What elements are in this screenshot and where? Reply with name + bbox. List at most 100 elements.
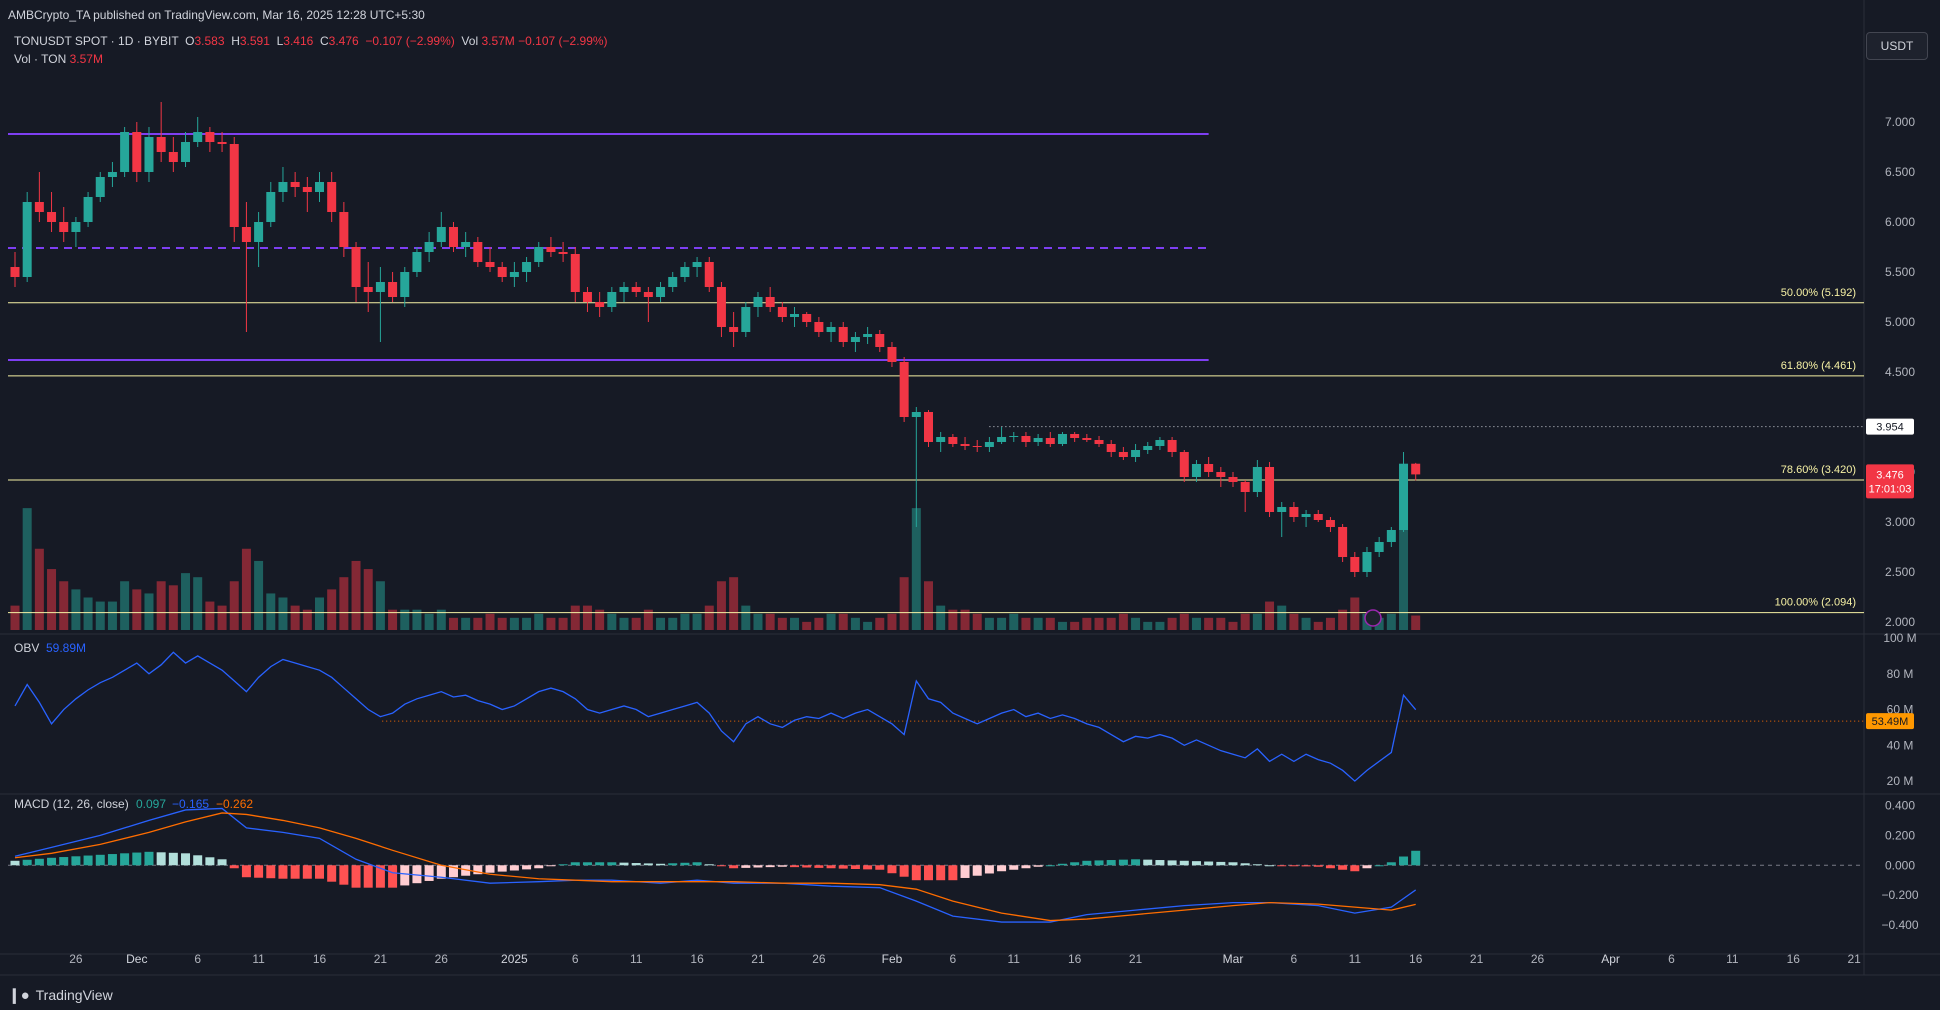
candle-body bbox=[302, 187, 312, 192]
x-axis-label: 21 bbox=[1470, 952, 1484, 966]
volume-bar bbox=[1094, 617, 1104, 630]
macd-histogram-bar bbox=[254, 865, 264, 878]
volume-bar bbox=[1045, 617, 1055, 630]
x-axis-label: 2025 bbox=[501, 952, 528, 966]
candle-body bbox=[704, 262, 714, 287]
x-axis-label: 6 bbox=[1291, 952, 1298, 966]
price-axis-label: 3.000 bbox=[1885, 515, 1915, 529]
candle-body bbox=[1240, 482, 1250, 492]
macd-histogram-bar bbox=[1118, 859, 1128, 866]
volume-bar bbox=[120, 581, 130, 630]
macd-histogram-bar bbox=[1277, 865, 1287, 867]
candle-body bbox=[1082, 438, 1092, 440]
candle-body bbox=[643, 292, 653, 297]
symbol-name: TONUSDT SPOT · 1D · BYBIT bbox=[14, 34, 179, 48]
level-price-tag: 3.954 bbox=[1876, 422, 1904, 434]
candle-body bbox=[34, 202, 44, 212]
macd-histogram-bar bbox=[619, 862, 629, 866]
macd-histogram-bar bbox=[339, 865, 349, 885]
candle-body bbox=[595, 302, 605, 307]
volume-bar bbox=[680, 613, 690, 630]
x-axis-label: 11 bbox=[252, 952, 265, 966]
vol-ton-value: 3.57M bbox=[69, 52, 103, 66]
volume-bar bbox=[1021, 617, 1031, 630]
volume-bar bbox=[692, 613, 702, 630]
currency-button[interactable]: USDT bbox=[1866, 32, 1928, 60]
candle-body bbox=[558, 252, 568, 254]
candle-body bbox=[71, 222, 81, 232]
candle-body bbox=[47, 212, 57, 222]
x-axis-label: 21 bbox=[751, 952, 765, 966]
volume-bar bbox=[485, 613, 495, 630]
macd-histogram-bar bbox=[814, 865, 824, 868]
macd-histogram-bar bbox=[704, 864, 714, 866]
candle-body bbox=[22, 202, 32, 277]
macd-histogram-bar bbox=[911, 865, 921, 881]
volume-bar bbox=[1179, 613, 1189, 630]
macd-histogram-bar bbox=[1204, 861, 1214, 866]
candle-body bbox=[254, 222, 264, 242]
candle-body bbox=[1106, 444, 1116, 452]
volume-bar bbox=[546, 617, 556, 630]
macd-histogram-bar bbox=[838, 865, 848, 869]
candle-body bbox=[1301, 514, 1311, 517]
macd-histogram-bar bbox=[1155, 860, 1165, 866]
candle-body bbox=[1374, 542, 1384, 552]
x-axis-label: Mar bbox=[1223, 952, 1244, 966]
candle-body bbox=[107, 172, 117, 177]
candle-body bbox=[1118, 452, 1128, 457]
x-axis-label: 26 bbox=[69, 952, 83, 966]
macd-histogram-bar bbox=[1045, 865, 1055, 867]
volume-bar bbox=[509, 617, 519, 630]
macd-histogram-bar bbox=[400, 865, 410, 886]
candle-body bbox=[814, 322, 824, 332]
macd-histogram-bar bbox=[570, 862, 580, 866]
volume-bar bbox=[1191, 617, 1201, 630]
macd-legend-hist: 0.097 bbox=[136, 797, 166, 811]
candle-body bbox=[156, 137, 166, 152]
candle-body bbox=[339, 212, 349, 247]
macd-histogram-bar bbox=[266, 865, 276, 879]
macd-histogram-bar bbox=[1070, 862, 1080, 866]
volume-bar bbox=[631, 617, 641, 630]
macd-histogram-bar bbox=[448, 865, 458, 878]
x-axis-label: 6 bbox=[1668, 952, 1675, 966]
volume-bar bbox=[83, 597, 93, 630]
macd-histogram-bar bbox=[144, 851, 154, 866]
macd-histogram-bar bbox=[1362, 865, 1372, 869]
candle-body bbox=[984, 442, 994, 447]
x-axis-label: 16 bbox=[1409, 952, 1423, 966]
candle-body bbox=[327, 182, 337, 212]
volume-bar bbox=[22, 508, 32, 630]
candle-body bbox=[1216, 472, 1226, 477]
candle-body bbox=[1057, 434, 1067, 444]
candle-body bbox=[875, 334, 885, 347]
macd-histogram-bar bbox=[558, 864, 568, 866]
macd-histogram-bar bbox=[278, 865, 288, 879]
candle-body bbox=[729, 327, 739, 332]
volume-bar bbox=[412, 609, 422, 630]
candle-body bbox=[1094, 440, 1104, 444]
macd-histogram-bar bbox=[22, 859, 32, 866]
macd-histogram-bar bbox=[1228, 862, 1238, 866]
macd-histogram-bar bbox=[302, 865, 312, 879]
candle-body bbox=[10, 267, 20, 277]
candle-body bbox=[1167, 440, 1177, 452]
tradingview-logo-icon: ❙● bbox=[8, 987, 30, 1004]
volume-bar bbox=[826, 613, 836, 630]
volume-bar bbox=[972, 613, 982, 630]
volume-bar bbox=[704, 605, 714, 630]
candle-body bbox=[1070, 434, 1080, 438]
volume-bar bbox=[911, 508, 921, 630]
macd-histogram-bar bbox=[546, 865, 556, 867]
candle-body bbox=[960, 444, 970, 446]
candle-body bbox=[1228, 477, 1238, 482]
tradingview-brand[interactable]: ❙● TradingView bbox=[8, 986, 113, 1004]
volume-bar bbox=[522, 617, 532, 630]
candle-body bbox=[924, 412, 933, 442]
macd-histogram-bar bbox=[1106, 860, 1116, 866]
volume-bar bbox=[948, 609, 958, 630]
volume-bar bbox=[473, 617, 483, 630]
macd-histogram-bar bbox=[948, 865, 958, 881]
